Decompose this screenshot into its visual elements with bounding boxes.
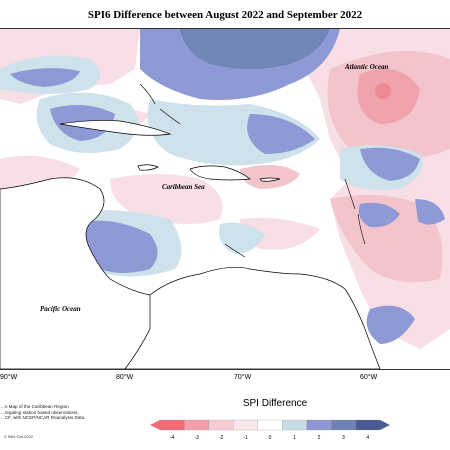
legend-tick-label: -2 (219, 435, 224, 440)
pacific-ocean-label: Pacific Ocean (40, 305, 81, 313)
legend-swatch (282, 419, 307, 431)
map-panel: Atlantic Ocean Caribbean Sea Pacific Oce… (0, 28, 450, 370)
legend-swatch (233, 419, 258, 431)
map-footnote: ...n Map of the Caribbean Region ...rega… (1, 404, 119, 421)
footnote-line: ...CF, with NCEP/NCAR Reanalysis Data. (1, 415, 86, 421)
jamaica-land (137, 164, 159, 171)
longitude-tick-70w: 70°W (234, 374, 252, 381)
legend-colorbar: -4 -3 -2 -1 0 1 2 3 4 (150, 419, 390, 440)
legend-tick-labels: -4 -3 -2 -1 0 1 2 3 4 (170, 435, 369, 440)
legend-swatches (159, 419, 381, 431)
longitude-tick-60w: 60°W (360, 374, 378, 381)
legend-swatch (330, 419, 356, 431)
map-credit: © IMH Oct-2022 (4, 434, 33, 439)
hispaniola-land (189, 165, 251, 181)
legend-tick-label: -4 (170, 435, 175, 440)
map-canvas: Atlantic Ocean Caribbean Sea Pacific Oce… (0, 29, 450, 369)
legend-tick-label: 4 (366, 435, 369, 440)
south-america-land (124, 267, 381, 369)
island-chains (139, 83, 366, 258)
cuba-land (59, 120, 172, 136)
legend-tick-label: -1 (243, 435, 248, 440)
legend-swatch (257, 419, 283, 431)
legend-tick-label: 2 (317, 435, 320, 440)
legend-arrow-right (380, 420, 390, 430)
caribbean-sea-label: Caribbean Sea (162, 183, 205, 191)
legend-title: SPI Difference (242, 398, 308, 409)
legend-swatch (208, 419, 234, 431)
puerto-rico-land (259, 177, 281, 182)
legend-tick-label: 1 (293, 435, 296, 440)
legend-swatch (159, 419, 185, 431)
longitude-tick-90w: 90°W (0, 374, 18, 381)
atlantic-ocean-label: Atlantic Ocean (344, 63, 388, 71)
map-title: SPI6 Difference between August 2022 and … (87, 9, 363, 21)
legend-swatch (355, 419, 381, 431)
legend-swatch (306, 419, 332, 431)
longitude-tick-80w: 80°W (116, 374, 134, 381)
footnote-line: ...regating station based observations, (1, 409, 79, 415)
legend-swatch (184, 419, 210, 431)
footnote-line: ...n Map of the Caribbean Region (1, 404, 69, 409)
legend-tick-label: 3 (342, 435, 345, 440)
landmasses (0, 120, 381, 369)
legend-tick-label: -3 (194, 435, 199, 440)
legend-tick-label: 0 (269, 435, 272, 440)
legend-arrow-left (150, 420, 160, 430)
